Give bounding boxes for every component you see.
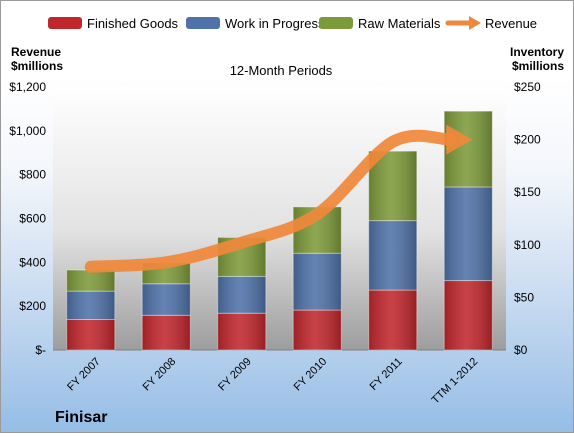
revenue-arrowhead [446, 124, 473, 155]
bar-shading [217, 313, 266, 350]
category-label: FY 2007 [65, 356, 103, 394]
bar-shading [66, 291, 115, 320]
legend-arrowhead-revenue [469, 16, 481, 30]
left-tick-label: $800 [19, 168, 46, 182]
right-tick-label: $250 [514, 80, 541, 94]
bar-shading [293, 253, 342, 311]
bar-shading [444, 280, 493, 350]
left-tick-label: $600 [19, 212, 46, 226]
revenue-line-group [84, 124, 473, 273]
bar-shading [368, 220, 417, 291]
left-tick-label: $200 [19, 299, 46, 313]
right-axis-title-line2: $millions [512, 59, 564, 73]
bar-shading [293, 310, 342, 350]
category-label: FY 2010 [292, 356, 330, 394]
right-tick-label: $200 [514, 133, 541, 147]
left-tick-label: $1,000 [9, 124, 46, 138]
bar-shading [444, 186, 493, 281]
legend-label-finished-goods: Finished Goods [87, 16, 179, 31]
bar-shading [368, 290, 417, 350]
left-axis-title-line2: $millions [11, 59, 63, 73]
left-tick-label: $400 [19, 255, 46, 269]
company-name: Finisar [55, 409, 107, 426]
right-tick-label: $0 [514, 343, 528, 357]
left-axis-title-line1: Revenue [11, 45, 61, 59]
right-tick-label: $150 [514, 185, 541, 199]
right-axis-ticks: $0 $50 $100 $150 $200 $250 [514, 80, 541, 357]
category-label: FY 2008 [141, 356, 179, 394]
legend-label-revenue: Revenue [485, 16, 537, 31]
revenue-line [84, 129, 457, 273]
legend-swatch-raw-materials [319, 17, 353, 29]
right-tick-label: $50 [514, 290, 534, 304]
left-axis-ticks: $- $200 $400 $600 $800 $1,000 $1,200 [9, 80, 46, 357]
legend-swatch-finished-goods [48, 17, 82, 29]
bar-shading [66, 319, 115, 350]
bar-shading [66, 270, 115, 292]
bar-shading [217, 276, 266, 314]
category-label: TTM 1-2012 [430, 356, 481, 407]
legend: Finished Goods Work in Progress Raw Mate… [48, 16, 537, 31]
bar-shading [142, 315, 191, 350]
right-tick-label: $100 [514, 238, 541, 252]
chart-title: 12-Month Periods [230, 63, 333, 78]
right-axis-title-line1: Inventory [510, 45, 564, 59]
bar-shading [142, 283, 191, 316]
plot-area [53, 87, 506, 350]
legend-label-raw-materials: Raw Materials [358, 16, 441, 31]
left-tick-label: $- [35, 343, 46, 357]
category-labels: FY 2007 FY 2008 FY 2009 FY 2010 FY 2011 TTM 1… [65, 356, 480, 407]
category-label: FY 2009 [216, 356, 254, 394]
legend-swatch-work-in-progress [186, 17, 220, 29]
left-tick-label: $1,200 [9, 80, 46, 94]
category-label: FY 2011 [368, 356, 405, 393]
legend-label-work-in-progress: Work in Progress [225, 16, 325, 31]
bars [66, 110, 493, 351]
